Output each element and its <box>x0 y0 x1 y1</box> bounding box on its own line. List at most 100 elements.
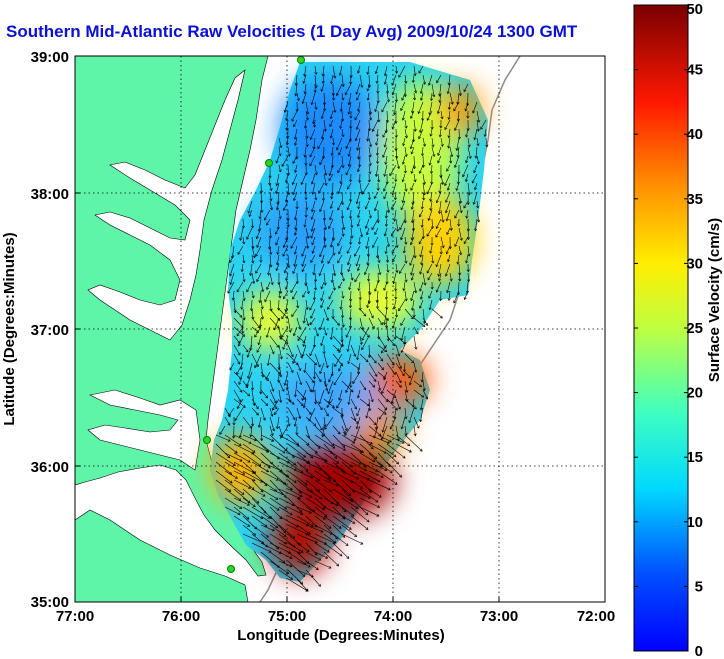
velocity-arrow <box>404 254 407 264</box>
colorbar-tick-label: 45 <box>686 62 703 79</box>
velocity-arrow <box>444 173 451 186</box>
velocity-arrow-head <box>348 139 352 143</box>
velocity-arrow <box>410 236 415 245</box>
velocity-arrow <box>278 335 289 344</box>
velocity-arrow <box>420 290 424 300</box>
velocity-arrow <box>377 452 391 467</box>
velocity-arrow-head <box>386 269 390 273</box>
velocity-arrow <box>404 434 423 452</box>
velocity-arrow <box>404 236 407 245</box>
velocity-arrow <box>402 137 406 146</box>
velocity-arrow-head <box>436 111 440 115</box>
velocity-arrow <box>431 164 433 174</box>
velocity-arrow <box>284 101 289 113</box>
x-tick-label: 77:00 <box>56 608 94 625</box>
velocity-arrow <box>447 182 451 191</box>
velocity-arrow-head <box>333 479 337 483</box>
velocity-arrow <box>386 434 405 444</box>
velocity-arrow-head <box>374 173 379 177</box>
velocity-arrow-head <box>380 358 384 362</box>
velocity-arrow <box>323 308 329 321</box>
velocity-arrow <box>341 227 344 237</box>
velocity-arrow-head <box>374 373 378 377</box>
velocity-arrow <box>381 344 388 354</box>
velocity-arrow-head <box>342 431 346 435</box>
velocity-arrow <box>341 335 343 347</box>
velocity-arrow <box>377 335 387 349</box>
velocity-arrow-head <box>357 108 361 112</box>
velocity-arrow <box>260 407 266 421</box>
velocity-arrow <box>251 497 267 514</box>
velocity-arrow-head <box>385 91 390 94</box>
velocity-arrow <box>330 128 334 139</box>
velocity-arrow <box>321 254 325 264</box>
velocity-arrow <box>332 452 353 468</box>
velocity-arrow <box>258 218 262 232</box>
velocity-arrow <box>336 83 343 96</box>
velocity-arrow <box>296 443 314 459</box>
velocity-arrow <box>430 245 433 254</box>
velocity-arrow-head <box>383 287 387 291</box>
velocity-arrow-head <box>458 200 463 204</box>
velocity-arrow-head <box>408 420 412 424</box>
velocity-arrow <box>352 371 361 384</box>
velocity-arrow <box>359 317 364 330</box>
velocity-arrow-head <box>322 102 327 106</box>
velocity-arrow <box>422 317 428 326</box>
velocity-arrow <box>251 317 261 329</box>
velocity-arrow-head <box>313 90 317 93</box>
velocity-arrow-head <box>427 277 431 281</box>
velocity-arrow <box>310 254 316 263</box>
velocity-arrow-head <box>350 225 354 229</box>
velocity-arrow <box>359 74 363 88</box>
velocity-arrow <box>251 245 255 258</box>
velocity-arrow-head <box>294 142 298 146</box>
velocity-arrow <box>320 335 325 346</box>
velocity-arrow-head <box>477 219 481 223</box>
velocity-arrow-head <box>257 342 261 346</box>
velocity-arrow <box>350 362 360 370</box>
velocity-arrow-head <box>294 170 298 174</box>
velocity-arrow <box>321 281 325 289</box>
velocity-arrow-head <box>292 270 296 275</box>
velocity-arrow <box>402 110 406 121</box>
velocity-arrow-head <box>284 506 288 510</box>
velocity-arrow-head <box>320 260 324 264</box>
velocity-arrow <box>395 380 402 388</box>
velocity-arrow-head <box>358 180 362 184</box>
velocity-arrow <box>377 398 387 410</box>
velocity-arrow <box>278 344 282 360</box>
velocity-arrow-head <box>276 507 280 511</box>
velocity-arrow <box>278 164 281 173</box>
velocity-arrow <box>311 236 316 245</box>
velocity-arrow-head <box>229 367 233 371</box>
velocity-arrow-head <box>401 179 405 183</box>
velocity-arrow <box>332 335 343 347</box>
velocity-arrow <box>305 551 321 561</box>
velocity-arrow <box>256 272 262 282</box>
velocity-arrow <box>242 380 248 388</box>
velocity-arrow-head <box>303 91 307 95</box>
velocity-arrow-head <box>383 450 387 454</box>
velocity-arrow-head <box>404 154 408 158</box>
velocity-arrow-head <box>239 506 243 509</box>
velocity-arrow-head <box>446 168 449 172</box>
velocity-arrow-head <box>368 408 372 412</box>
velocity-arrow <box>392 317 397 329</box>
velocity-arrow <box>323 173 327 186</box>
velocity-arrow-head <box>234 476 238 479</box>
velocity-arrow-head <box>371 326 375 330</box>
velocity-arrow <box>296 461 309 472</box>
velocity-arrow-head <box>344 92 348 96</box>
velocity-arrow-head <box>302 343 306 347</box>
velocity-arrow-head <box>327 260 331 264</box>
velocity-arrow <box>278 434 300 447</box>
velocity-arrow <box>411 164 415 174</box>
velocity-arrow <box>319 389 325 404</box>
velocity-arrow-head <box>381 429 385 433</box>
velocity-arrow <box>448 128 451 138</box>
velocity-arrow-head <box>397 406 401 410</box>
velocity-arrow <box>411 227 415 240</box>
velocity-arrow-head <box>347 186 350 190</box>
velocity-arrow-head <box>301 263 305 267</box>
